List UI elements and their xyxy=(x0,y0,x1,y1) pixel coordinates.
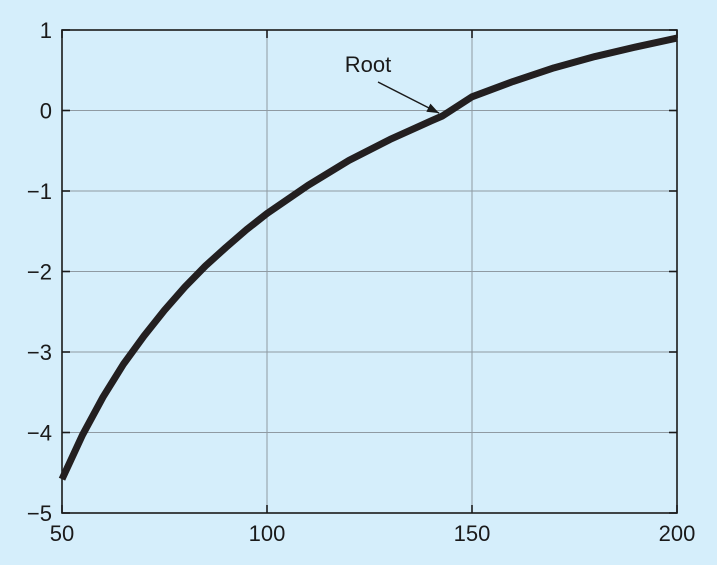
grid-lines xyxy=(62,30,677,513)
series-group xyxy=(58,34,678,481)
root-arrowhead xyxy=(426,103,440,114)
x-tick-label: 50 xyxy=(50,521,74,546)
series-line-0 xyxy=(58,34,678,481)
x-tick-label: 100 xyxy=(249,521,286,546)
x-tick-label: 150 xyxy=(454,521,491,546)
root-annotation-label: Root xyxy=(345,52,391,77)
y-tick-label: −5 xyxy=(27,501,52,526)
y-tick-label: −2 xyxy=(27,260,52,285)
y-tick-label: 1 xyxy=(40,18,52,43)
annotations: Root xyxy=(345,52,440,114)
y-tick-label: −4 xyxy=(27,421,52,446)
plot-frame xyxy=(61,29,678,514)
x-tick-label: 200 xyxy=(659,521,696,546)
y-tick-labels: 1 0 −1 −2 −3 −4 −5 xyxy=(27,18,52,526)
x-tick-labels: 50 100 150 200 xyxy=(50,521,696,546)
y-tick-label: −1 xyxy=(27,179,52,204)
y-tick-label: 0 xyxy=(40,99,52,124)
y-tick-label: −3 xyxy=(27,340,52,365)
